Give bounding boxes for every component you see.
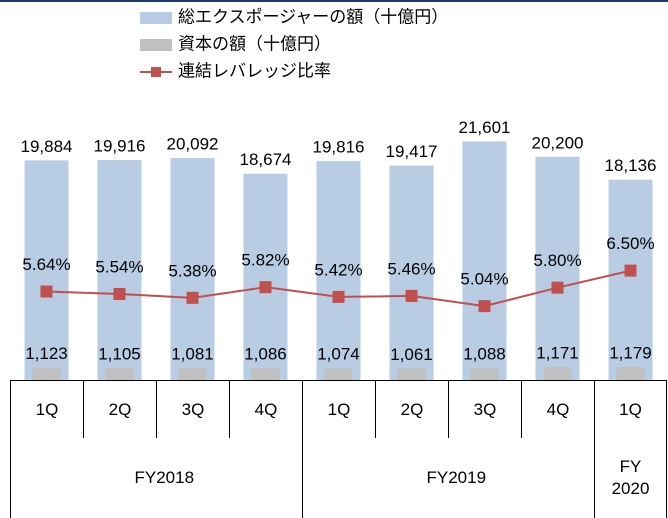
group-label: FY2019 <box>302 438 594 518</box>
data-label: 5.82% <box>241 251 289 270</box>
bar <box>105 367 134 380</box>
x-tick-label: 1Q <box>594 380 667 438</box>
x-tick-label-text: 1Q <box>327 399 351 419</box>
data-label: 1,061 <box>390 345 433 364</box>
group-label-text: FY2018 <box>134 468 195 487</box>
data-label: 20,200 <box>532 133 584 152</box>
data-label: 5.80% <box>533 251 581 270</box>
data-label: 1,074 <box>317 345 360 364</box>
x-tick-label: 4Q <box>521 380 594 438</box>
bar <box>32 367 61 380</box>
x-tick-label: 1Q <box>302 380 375 438</box>
x-tick-label: 2Q <box>375 380 448 438</box>
bar <box>535 156 580 380</box>
line-marker <box>186 291 199 304</box>
x-tick-label: 2Q <box>83 380 156 438</box>
line-marker <box>624 264 637 277</box>
data-label: 6.50% <box>606 234 654 253</box>
line-marker <box>405 289 418 302</box>
bar <box>616 366 645 380</box>
legend-swatch <box>140 12 172 24</box>
data-label: 1,179 <box>609 343 652 362</box>
group-label-text: FY2019 <box>426 468 487 487</box>
data-label: 1,105 <box>98 344 141 363</box>
legend-label: 連結レバレッジ比率 <box>178 61 331 80</box>
legend-swatch <box>140 39 172 51</box>
data-label: 5.42% <box>314 260 362 279</box>
data-label: 1,088 <box>463 344 506 363</box>
group-label-text: FY 2020 <box>611 457 650 498</box>
x-tick-label-text: 1Q <box>35 399 59 419</box>
x-tick-label-text: 1Q <box>619 399 642 419</box>
x-tick-label: 4Q <box>229 380 302 438</box>
bar <box>243 173 288 380</box>
legend-label: 資本の額（十億円） <box>178 34 331 53</box>
bar <box>397 368 426 380</box>
x-tick-label-text: 2Q <box>108 399 132 419</box>
x-tick-label: 3Q <box>448 380 521 438</box>
data-label: 1,171 <box>536 344 579 363</box>
bar <box>389 165 434 380</box>
data-label: 18,136 <box>605 156 657 175</box>
data-label: 19,816 <box>313 138 365 157</box>
data-label: 1,081 <box>171 345 214 364</box>
data-label: 5.38% <box>168 261 216 280</box>
line-marker <box>478 300 491 313</box>
legend-label: 総エクスポージャーの額（十億円） <box>178 7 448 26</box>
line-marker <box>551 281 564 294</box>
x-tick-label-text: 3Q <box>181 399 205 419</box>
legend-swatch <box>151 67 161 77</box>
bar <box>24 160 69 380</box>
bar <box>316 161 361 380</box>
data-label: 5.46% <box>387 259 435 278</box>
line-marker <box>113 287 126 300</box>
group-label: FY 2020 <box>594 438 667 518</box>
x-tick-label: 3Q <box>156 380 229 438</box>
data-label: 1,123 <box>25 344 68 363</box>
line-marker <box>40 285 53 298</box>
bar <box>97 160 142 380</box>
data-label: 20,092 <box>167 135 219 154</box>
bar <box>178 368 207 380</box>
data-label: 5.04% <box>460 270 508 289</box>
bar <box>543 367 572 380</box>
bar <box>170 158 215 380</box>
x-tick-label: 1Q <box>10 380 83 438</box>
bar <box>324 368 353 380</box>
data-label: 1,086 <box>244 344 287 363</box>
data-label: 19,916 <box>94 137 146 156</box>
x-tick-label-text: 4Q <box>546 399 570 419</box>
data-label: 19,417 <box>386 142 438 161</box>
bar <box>462 141 507 380</box>
data-label: 5.64% <box>22 255 70 274</box>
x-tick-label-text: 3Q <box>473 399 497 419</box>
bar <box>470 367 499 380</box>
group-label: FY2018 <box>10 438 302 518</box>
data-label: 21,601 <box>459 118 511 137</box>
data-label: 5.54% <box>95 257 143 276</box>
data-label: 18,674 <box>240 150 292 169</box>
x-tick-label-text: 4Q <box>254 399 278 419</box>
line-marker <box>259 281 272 294</box>
bar <box>251 368 280 380</box>
line-marker <box>332 290 345 303</box>
data-label: 19,884 <box>21 137 73 156</box>
x-tick-label-text: 2Q <box>400 399 424 419</box>
bar <box>608 179 653 380</box>
